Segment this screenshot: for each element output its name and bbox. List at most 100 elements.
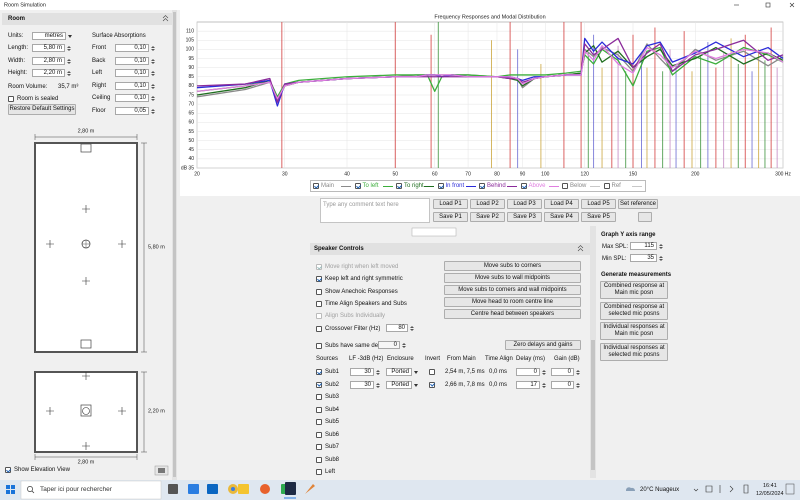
speaker-button[interactable]: Move subs to corners and wall midpoints (444, 285, 581, 295)
close[interactable] (789, 2, 795, 8)
crossover-input[interactable]: 80 (386, 323, 414, 332)
legend-checkbox[interactable] (603, 183, 610, 189)
collapse-icon[interactable] (577, 245, 584, 252)
listener-head[interactable] (80, 404, 92, 417)
source-checkbox[interactable] (316, 444, 322, 450)
lf-input[interactable]: 30 (350, 368, 380, 376)
same-delay-input[interactable]: 0 (378, 341, 406, 349)
save-button[interactable]: Save P2 (470, 212, 505, 222)
max-input[interactable]: 115 (630, 242, 663, 250)
measurement-button[interactable]: Individual responses at selected mic pos… (600, 342, 668, 361)
mic-positions[interactable] (46, 205, 126, 285)
invert-checkbox[interactable] (429, 369, 435, 375)
set-reference-button[interactable]: Set reference (618, 199, 658, 209)
mic-positions[interactable] (46, 372, 126, 450)
sub-marker[interactable] (80, 143, 92, 153)
legend-checkbox[interactable] (313, 183, 319, 189)
save-button[interactable]: Save P3 (507, 212, 542, 222)
app-icon[interactable] (238, 484, 249, 494)
min-input[interactable]: 35 (630, 254, 663, 262)
absorption-input[interactable]: 0,10 (115, 94, 155, 102)
legend-checkbox[interactable] (520, 183, 527, 189)
enclosure-select[interactable]: Ported (386, 368, 418, 376)
delay-input[interactable]: 17 (516, 380, 546, 389)
search-box[interactable] (20, 480, 162, 500)
absorption-input[interactable]: 0,10 (115, 69, 155, 77)
app-icon[interactable] (285, 482, 296, 495)
source-checkbox[interactable] (316, 469, 322, 475)
restore-button[interactable]: Restore Default Settings (8, 104, 76, 115)
speaker-button[interactable]: Move head to room centre line (444, 297, 581, 307)
gain-input[interactable]: 0 (551, 368, 580, 376)
absorption-input[interactable]: 0,10 (115, 56, 155, 65)
absorption-input[interactable]: 0,05 (115, 106, 155, 115)
source-checkbox[interactable] (316, 369, 322, 375)
speaker-button[interactable]: Centre head between speakers (444, 309, 581, 319)
scroll-thumb[interactable] (173, 12, 176, 477)
source-checkbox[interactable] (316, 419, 322, 425)
source-checkbox[interactable] (316, 406, 322, 413)
speaker-button[interactable]: Move subs to wall midpoints (444, 273, 581, 283)
lf-input[interactable]: 30 (350, 380, 380, 389)
save-button[interactable]: Save P1 (433, 212, 468, 222)
speaker-button[interactable]: Move subs to corners (444, 261, 581, 271)
dimension-label: Width: (8, 57, 26, 64)
load-button[interactable]: Load P3 (507, 199, 542, 209)
source-checkbox[interactable] (316, 431, 322, 438)
delay-input[interactable]: 0 (516, 368, 546, 376)
gain-input[interactable]: 0 (551, 380, 580, 389)
sub-marker[interactable] (80, 339, 92, 349)
snapshot-button[interactable] (638, 212, 652, 222)
checkbox[interactable] (316, 343, 322, 349)
scroll-thumb[interactable] (591, 340, 595, 470)
zero-button[interactable]: Zero delays and gains (505, 340, 581, 350)
measurement-button[interactable]: Combined response at Main mic posn (600, 281, 668, 299)
collapse-icon[interactable] (162, 15, 169, 22)
tray-icons[interactable] (693, 484, 749, 494)
legend-checkbox[interactable] (437, 183, 444, 189)
checkbox[interactable] (8, 96, 14, 102)
option-checkbox[interactable] (316, 325, 322, 332)
option-checkbox[interactable] (316, 300, 322, 307)
start-button[interactable] (6, 485, 15, 494)
source-checkbox[interactable] (316, 381, 322, 388)
maximize[interactable] (765, 2, 771, 8)
legend-checkbox[interactable] (354, 183, 361, 189)
save-button[interactable]: Save P5 (581, 212, 616, 222)
comment-box[interactable]: Type any comment text here (320, 198, 430, 223)
legend-checkbox[interactable] (479, 183, 485, 189)
load-button[interactable]: Load P4 (544, 199, 579, 209)
units-select[interactable]: metres (32, 32, 72, 40)
app-icon[interactable] (305, 484, 315, 494)
save-button[interactable]: Save P4 (544, 212, 579, 222)
load-button[interactable]: Load P1 (433, 199, 468, 209)
checkbox[interactable] (5, 467, 11, 473)
enclosure-select[interactable]: Ported (386, 380, 418, 389)
y-tick-label: 40 (188, 156, 194, 162)
option-checkbox[interactable] (316, 288, 322, 295)
dimension-input[interactable]: 5,80 m (32, 44, 71, 52)
option-checkbox[interactable] (316, 276, 322, 283)
absorption-input[interactable]: 0,10 (115, 44, 155, 52)
task-view[interactable] (168, 484, 178, 494)
dimension-input[interactable]: 2,80 m (32, 56, 71, 65)
load-button[interactable]: Load P2 (470, 199, 505, 209)
app-icon[interactable] (188, 484, 199, 494)
legend-checkbox[interactable] (562, 183, 568, 189)
absorption-input[interactable]: 0,10 (115, 81, 155, 90)
legend-checkbox[interactable] (396, 183, 402, 189)
dimension-input[interactable]: 2,20 m (32, 69, 71, 77)
app-icon[interactable] (207, 484, 218, 494)
load-button[interactable]: Load P5 (581, 199, 616, 209)
partial-field[interactable] (411, 227, 457, 237)
option-checkbox[interactable] (316, 313, 322, 320)
invert-checkbox[interactable] (429, 381, 435, 388)
source-checkbox[interactable] (316, 456, 322, 463)
measurement-button[interactable]: Combined response at selected mic posns (600, 301, 668, 320)
measurement-button[interactable]: Individual responses at Main mic posn (600, 322, 668, 340)
option-checkbox[interactable] (316, 264, 322, 270)
source-checkbox[interactable] (316, 394, 322, 400)
app-icon[interactable] (260, 484, 270, 494)
notifications[interactable] (785, 483, 795, 495)
